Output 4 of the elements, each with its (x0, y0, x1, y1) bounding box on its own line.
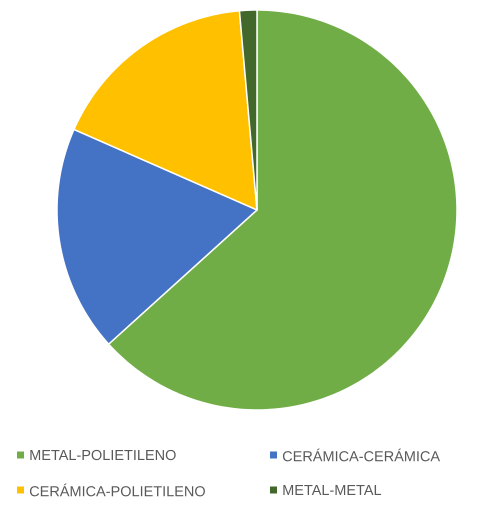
legend-label: METAL-POLIETILENO (30, 450, 176, 460)
legend-label: CERÁMICA-CERÁMICA (282, 448, 440, 462)
legend-label: CERÁMICA-POLIETILENO (30, 484, 205, 496)
legend-label: METAL-METAL (283, 485, 382, 495)
